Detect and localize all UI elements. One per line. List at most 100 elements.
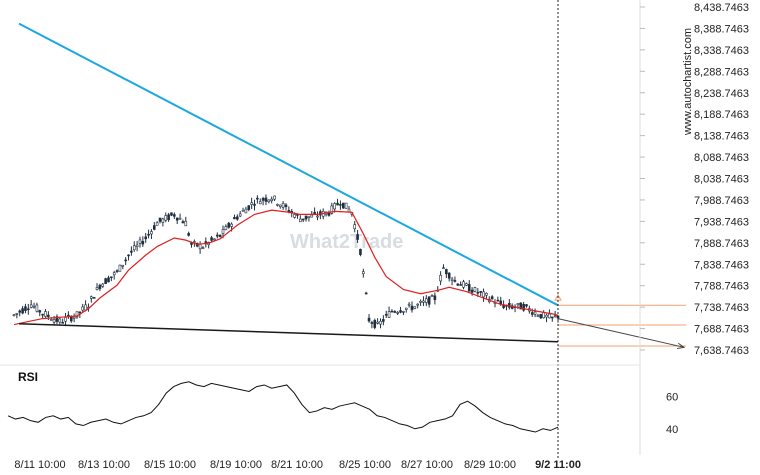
candle-body	[499, 300, 503, 304]
candle-body	[453, 280, 457, 282]
candle	[445, 268, 448, 279]
candle	[29, 299, 33, 309]
x-tick-label: 8/19 10:00	[210, 459, 262, 471]
candle	[44, 309, 47, 318]
candle-body	[98, 284, 102, 289]
candle	[81, 303, 85, 313]
candle-body	[124, 259, 127, 262]
rsi-tick-label: 60	[666, 391, 678, 403]
candle	[359, 248, 362, 257]
candle	[95, 283, 99, 291]
candle-body	[215, 234, 219, 237]
candle	[284, 203, 288, 211]
candle-body	[256, 197, 259, 200]
candle-body	[301, 218, 305, 221]
candle-body	[147, 233, 150, 236]
candle	[273, 195, 276, 201]
candle	[256, 195, 259, 204]
candle-body	[118, 264, 122, 272]
candle	[442, 264, 445, 270]
y-tick-label: 7,638.7463	[694, 345, 749, 357]
candle-body	[553, 315, 557, 317]
candle	[390, 309, 394, 313]
candle	[12, 314, 16, 317]
candle	[336, 198, 339, 206]
candle-body	[284, 204, 288, 207]
candle-body	[104, 278, 107, 284]
candle	[384, 310, 388, 319]
candle-body	[161, 218, 165, 223]
candle-body	[536, 315, 540, 317]
candle-body	[313, 211, 316, 214]
candle	[150, 229, 153, 240]
candle	[281, 201, 285, 210]
candle-body	[382, 319, 385, 322]
candle-body	[233, 217, 236, 220]
candle-body	[384, 313, 388, 316]
candle-body	[49, 319, 53, 321]
candle	[490, 295, 494, 300]
candle	[147, 229, 150, 239]
candle-body	[170, 212, 173, 216]
candle-body	[293, 214, 296, 218]
candle-body	[115, 270, 119, 272]
candle-body	[35, 304, 39, 312]
candle-body	[258, 201, 262, 205]
candle	[545, 313, 548, 323]
candle-body	[330, 205, 334, 214]
candle	[270, 196, 273, 204]
candle-body	[201, 247, 205, 249]
candle-body	[359, 248, 362, 255]
candle	[178, 213, 182, 220]
candle-body	[230, 223, 233, 227]
candle	[184, 216, 188, 227]
candle	[264, 194, 268, 206]
y-tick-label: 7,988.7463	[694, 195, 749, 207]
candle-body	[550, 316, 554, 319]
candle-body	[107, 277, 110, 283]
candle-body	[439, 275, 442, 282]
candle-body	[399, 310, 402, 313]
candle-body	[353, 224, 357, 230]
candle	[367, 314, 371, 323]
candle-body	[344, 202, 348, 209]
x-tick-label: 8/13 10:00	[78, 459, 130, 471]
candle	[356, 229, 359, 243]
candle	[364, 291, 368, 295]
candle-body	[519, 302, 523, 310]
candle	[299, 215, 302, 223]
candle-body	[470, 289, 474, 293]
candle-body	[473, 287, 477, 292]
candle	[167, 212, 170, 222]
candle	[107, 275, 110, 283]
candle-body	[181, 221, 185, 224]
candle-body	[362, 271, 365, 274]
candle-body	[227, 222, 231, 228]
candle-body	[58, 318, 62, 323]
candle	[247, 205, 251, 212]
candle-body	[419, 300, 422, 303]
candle-body	[267, 199, 271, 203]
candle-body	[150, 231, 153, 235]
candle	[473, 286, 477, 293]
candle	[224, 224, 228, 231]
candle-body	[193, 241, 196, 243]
candle-body	[84, 304, 87, 311]
rsi-panel: RSI 60 40	[0, 364, 678, 436]
candle-body	[367, 317, 371, 322]
main-plot-area	[12, 0, 686, 460]
candle-body	[530, 312, 534, 315]
candle-body	[69, 316, 73, 322]
candle	[382, 315, 385, 326]
candle-body	[404, 307, 408, 310]
candle-body	[44, 311, 47, 317]
candle	[181, 219, 185, 224]
y-tick-label: 8,038.7463	[694, 174, 749, 186]
candle-body	[310, 214, 314, 218]
candle-body	[244, 208, 248, 214]
y-tick-label: 7,688.7463	[694, 324, 749, 336]
candle-body	[387, 311, 391, 318]
candle-body	[112, 272, 116, 276]
candle	[467, 280, 471, 292]
candle	[110, 276, 113, 282]
